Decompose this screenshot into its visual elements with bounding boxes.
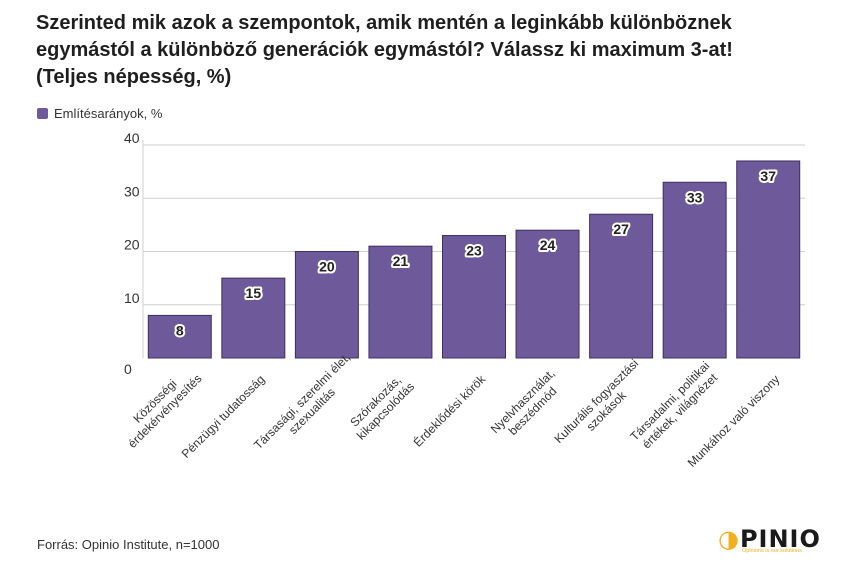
y-tick-label: 40 xyxy=(124,130,140,146)
data-label: 23 xyxy=(466,243,482,259)
logo-o-mark: ◑ xyxy=(718,525,740,553)
bar xyxy=(589,213,654,359)
data-label: 33 xyxy=(687,189,703,205)
source-note: Forrás: Opinio Institute, n=1000 xyxy=(37,537,220,552)
data-label: 8 xyxy=(176,322,184,338)
data-label: 21 xyxy=(393,253,409,269)
data-label: 15 xyxy=(246,285,262,301)
logo-tagline: Opinions is our solutions xyxy=(742,548,802,554)
bar xyxy=(442,235,506,359)
x-tick-label: Szórakozás,kikapcsolódás xyxy=(344,370,417,443)
data-label: 37 xyxy=(760,168,776,184)
legend-swatch xyxy=(37,108,48,119)
x-tick-label: Érdeklődési körök xyxy=(410,371,489,450)
bar-chart: 0102030408Közösségiérdekérvényesítés15Pé… xyxy=(124,130,805,470)
bar xyxy=(368,245,433,359)
y-tick-label: 10 xyxy=(124,290,140,306)
x-tick-label: Társasági, szerelmi élet,szexualitás xyxy=(251,350,363,462)
data-label: 20 xyxy=(319,259,335,275)
legend-label: Említésarányok, % xyxy=(54,106,163,121)
data-label: 24 xyxy=(540,237,556,253)
bar xyxy=(736,160,801,359)
opinio-logo: ◑PINIO Opinions is our solutions xyxy=(718,525,821,557)
logo-wordmark: ◑PINIO xyxy=(718,525,821,553)
chart-title: Szerinted mik azok a szempontok, amik me… xyxy=(36,12,733,88)
logo-word-text: PINIO xyxy=(739,525,821,553)
bar xyxy=(662,181,727,359)
y-tick-label: 0 xyxy=(124,361,132,377)
y-tick-label: 30 xyxy=(124,183,140,199)
data-label: 27 xyxy=(613,221,629,237)
legend: Említésarányok, % xyxy=(37,106,162,121)
y-tick-label: 20 xyxy=(124,237,140,253)
bar xyxy=(147,314,212,359)
bar xyxy=(294,251,359,359)
bar xyxy=(221,277,286,359)
bar xyxy=(515,229,580,359)
